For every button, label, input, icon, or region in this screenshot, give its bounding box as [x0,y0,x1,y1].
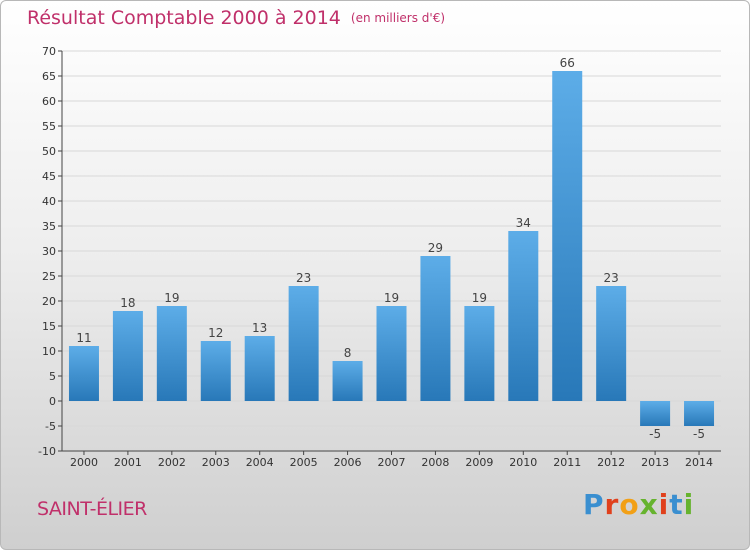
y-tick-label: 5 [49,370,56,383]
y-tick-label: 25 [42,270,56,283]
logo-letter: t [669,488,684,521]
x-tick-label: 2002 [158,456,186,469]
logo-letter: r [604,488,620,521]
bar-2006 [332,361,363,401]
y-tick-label: 55 [42,120,56,133]
x-tick-label: 2014 [685,456,713,469]
bar-2011 [552,71,583,401]
y-tick-label: 30 [42,245,56,258]
bar-2003 [200,341,231,401]
bar-2001 [112,311,143,401]
data-labels: 11 18 19 12 13 23 8 19 29 19 34 66 23 -5 -5 [76,56,705,441]
bar-2004 [244,336,275,401]
logo-letter: P [583,488,605,521]
y-tick-label: 35 [42,220,56,233]
bar-2007 [376,306,407,401]
data-label: 8 [344,346,352,360]
data-label: -5 [693,427,705,441]
chart-subtitle: (en milliers d'€) [350,11,446,25]
axes: -10 -5 0 5 10 15 20 25 30 35 40 45 50 55 60 65 70 2000 200… [38,45,721,469]
data-label: 23 [296,271,311,285]
y-tick-label: -5 [45,420,56,433]
bar-2013 [640,401,671,426]
logo-letter: i [683,488,695,521]
data-label: -5 [649,427,661,441]
x-tick-label: 2010 [509,456,537,469]
data-label: 13 [252,321,267,335]
bar-2012 [596,286,627,401]
x-tick-label: 2012 [597,456,625,469]
chart-title-text: Résultat Comptable 2000 à 2014 [27,7,341,29]
y-tick-label: 65 [42,70,56,83]
y-tick-label: -10 [38,445,56,458]
bars [68,71,715,426]
x-tick-label: 2005 [290,456,318,469]
bar-2014 [684,401,715,426]
data-label: 29 [428,241,443,255]
bar-2005 [288,286,319,401]
x-tick-label: 2007 [378,456,406,469]
proxiti-logo: Proxiti [583,488,694,521]
data-label: 19 [164,291,179,305]
x-tick-label: 2006 [334,456,362,469]
x-tick-label: 2001 [114,456,142,469]
data-label: 66 [560,56,575,70]
y-tick-label: 40 [42,195,56,208]
data-label: 18 [120,296,135,310]
bar-2010 [508,231,539,401]
y-tick-label: 0 [49,395,56,408]
data-label: 23 [604,271,619,285]
y-tick-label: 50 [42,145,56,158]
logo-letter: x [639,488,659,521]
data-label: 11 [76,331,91,345]
y-tick-label: 15 [42,320,56,333]
bar-2002 [156,306,187,401]
x-tick-label: 2008 [421,456,449,469]
x-tick-label: 2013 [641,456,669,469]
chart-title: Résultat Comptable 2000 à 2014 (en millie… [27,7,445,29]
x-tick-label: 2000 [70,456,98,469]
data-label: 19 [472,291,487,305]
y-tick-label: 60 [42,95,56,108]
y-tick-label: 45 [42,170,56,183]
logo-letter: i [658,488,670,521]
logo-letter: o [619,488,640,521]
y-tick-label: 10 [42,345,56,358]
x-tick-label: 2009 [465,456,493,469]
data-label: 12 [208,326,223,340]
commune-name: SAINT-ÉLIER [37,498,147,520]
x-tick-label: 2003 [202,456,230,469]
y-tick-label: 70 [42,45,56,58]
x-tick-label: 2011 [553,456,581,469]
bar-2009 [464,306,495,401]
data-label: 34 [516,216,531,230]
bar-2008 [420,256,451,401]
bar-2000 [68,346,99,401]
x-tick-label: 2004 [246,456,274,469]
data-label: 19 [384,291,399,305]
y-tick-label: 20 [42,295,56,308]
